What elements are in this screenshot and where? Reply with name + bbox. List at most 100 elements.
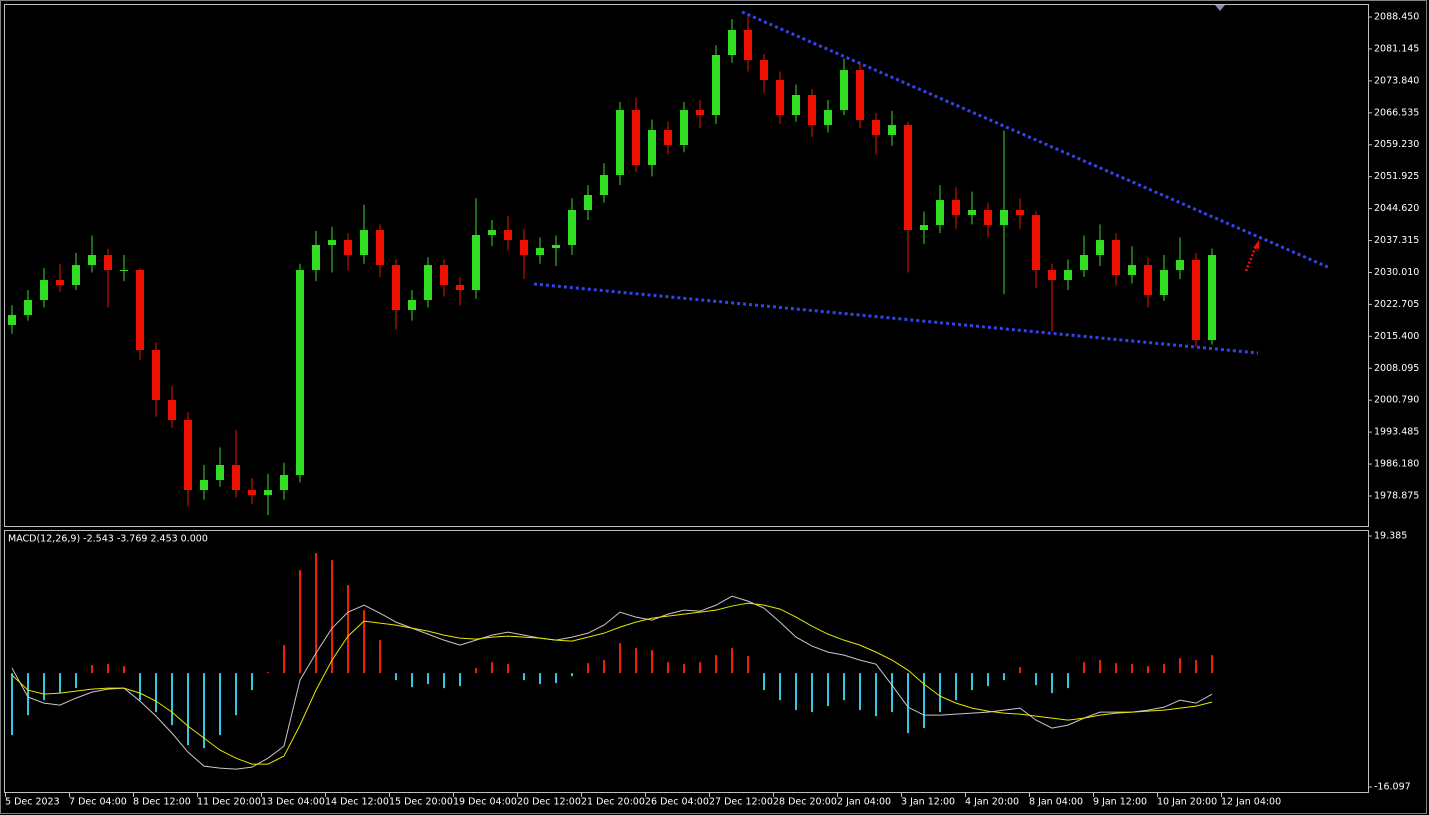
candle-body	[856, 70, 864, 121]
candle-body	[440, 265, 448, 286]
candle-body	[1144, 265, 1152, 296]
candle-body	[680, 110, 688, 146]
candle-body	[1112, 240, 1120, 276]
x-tick-label: 28 Dec 20:00	[773, 797, 837, 808]
candle-body	[1064, 270, 1072, 281]
candle-body	[232, 465, 240, 491]
candle-body	[392, 265, 400, 311]
candle-body	[792, 95, 800, 116]
candle-body	[456, 285, 464, 291]
candle-body	[568, 210, 576, 246]
candle-body	[24, 300, 32, 316]
candle-body	[328, 240, 336, 246]
x-tick-label: 7 Dec 04:00	[69, 797, 127, 808]
x-tick-label: 8 Jan 04:00	[1029, 797, 1083, 808]
candle-body	[696, 110, 704, 116]
breakout-arrow-head	[1253, 240, 1259, 249]
y-tick-label: 2015.400	[1374, 331, 1419, 342]
candle-body	[872, 120, 880, 136]
y-tick-label: 2008.095	[1374, 363, 1419, 374]
candle-body	[40, 280, 48, 301]
candle-body	[280, 475, 288, 491]
candle-body	[136, 270, 144, 351]
candle-body	[664, 130, 672, 146]
candle-body	[728, 30, 736, 56]
candle-body	[520, 240, 528, 256]
candle-body	[248, 490, 256, 496]
candle-body	[360, 230, 368, 256]
x-tick-label: 14 Dec 12:00	[325, 797, 389, 808]
trendlines	[533, 10, 1331, 355]
candle-body	[552, 245, 560, 249]
candle-body	[104, 255, 112, 271]
y-tick-label: 1978.875	[1374, 490, 1419, 501]
candle-body	[424, 265, 432, 301]
candle-body	[8, 315, 16, 325]
candle-body	[1080, 255, 1088, 271]
candle-body	[600, 175, 608, 196]
y-tick-label: -16.097	[1374, 782, 1411, 793]
candle-body	[1048, 270, 1056, 281]
candle-body	[584, 195, 592, 211]
candle-body	[984, 210, 992, 226]
candle-body	[776, 80, 784, 116]
y-tick-label: 2037.315	[1374, 235, 1419, 246]
candle-body	[936, 200, 944, 226]
x-tick-label: 20 Dec 12:00	[517, 797, 581, 808]
candle-body	[904, 125, 912, 231]
candle-body	[72, 265, 80, 286]
candle-body	[264, 490, 272, 496]
candle-body	[88, 255, 96, 266]
candle-body	[120, 270, 128, 272]
candle-body	[296, 270, 304, 476]
x-tick-label: 10 Jan 20:00	[1157, 797, 1217, 808]
x-tick-label: 4 Jan 20:00	[965, 797, 1019, 808]
candle-body	[1096, 240, 1104, 256]
y-tick-label: 2022.705	[1374, 299, 1419, 310]
candle-body	[1032, 215, 1040, 271]
candle-body	[408, 300, 416, 311]
signal-line	[11, 602, 1213, 765]
y-tick-label: 2066.535	[1374, 107, 1419, 118]
y-tick-label: 2030.010	[1374, 267, 1419, 278]
y-tick-label: 2000.790	[1374, 395, 1419, 406]
candle-body	[168, 400, 176, 421]
candle-body	[488, 230, 496, 236]
y-tick-label: 1993.485	[1374, 427, 1419, 438]
y-tick-label: 2081.145	[1374, 43, 1419, 54]
candle-body	[504, 230, 512, 241]
x-tick-label: 3 Jan 12:00	[901, 797, 955, 808]
upper-trendline	[741, 10, 1331, 270]
x-tick-label: 5 Dec 2023	[5, 797, 60, 808]
candle-body	[1160, 270, 1168, 296]
candle-body	[712, 55, 720, 116]
candle-body	[56, 280, 64, 286]
x-tick-label: 19 Dec 04:00	[453, 797, 517, 808]
candle-body	[376, 230, 384, 266]
candle-body	[632, 110, 640, 166]
breakout-arrow	[1244, 245, 1258, 272]
x-tick-label: 11 Dec 20:00	[197, 797, 261, 808]
candle-body	[840, 70, 848, 111]
candle-body	[824, 110, 832, 126]
price-panel-frame	[4, 4, 1369, 527]
y-tick-label: 2073.840	[1374, 75, 1419, 86]
x-tick-label: 12 Jan 04:00	[1221, 797, 1281, 808]
x-tick-label: 8 Dec 12:00	[133, 797, 191, 808]
candle-body	[808, 95, 816, 126]
lower-trendline	[533, 282, 1259, 355]
macd-line	[11, 595, 1213, 770]
candle-body	[472, 235, 480, 291]
candle-body	[616, 110, 624, 176]
candle-body	[312, 245, 320, 271]
y-tick-label: 1986.180	[1374, 459, 1419, 470]
candle-body	[152, 350, 160, 401]
candle-body	[920, 225, 928, 231]
candle-body	[952, 200, 960, 216]
x-tick-label: 2 Jan 04:00	[837, 797, 891, 808]
candle-body	[216, 465, 224, 481]
x-tick-label: 26 Dec 04:00	[645, 797, 709, 808]
